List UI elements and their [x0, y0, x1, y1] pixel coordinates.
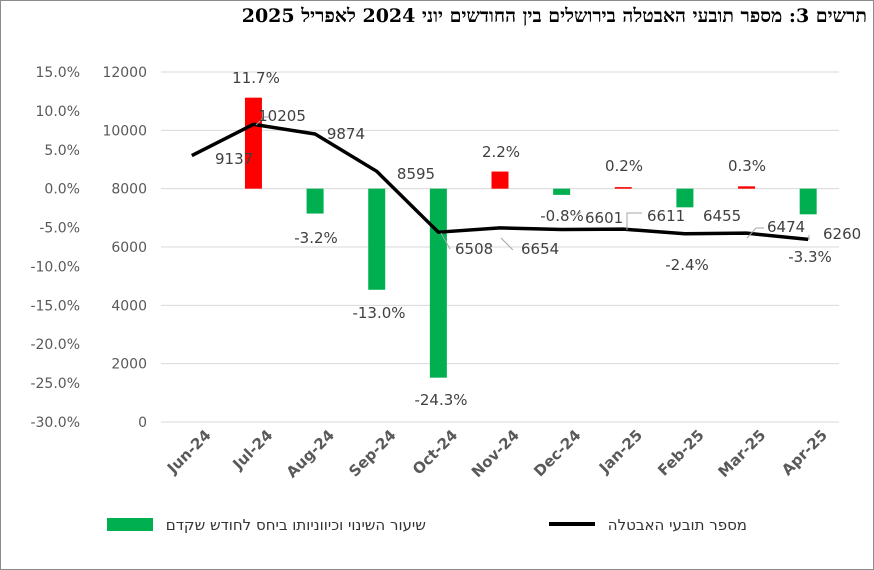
y-left-tick-label: 10.0% — [36, 104, 80, 120]
bar-change-Sep-24 — [368, 188, 386, 290]
bar-data-label: -24.3% — [414, 391, 467, 409]
bar-data-label: 11.7% — [232, 69, 280, 87]
legend-bars: שיעור השינוי וכיווניותו ביחס לחודש שקדם — [107, 516, 426, 534]
line-data-label: 6601 — [585, 209, 623, 227]
y-count-tick-label: 12000 — [102, 65, 147, 81]
y-left-tick-label: 15.0% — [36, 65, 80, 81]
bar-change-Aug-24 — [306, 188, 324, 214]
leader-line — [500, 237, 514, 251]
x-tick-label: Oct-24 — [409, 426, 461, 478]
bar-change-Mar-25 — [738, 186, 756, 189]
y-count-tick-label: 0 — [138, 415, 147, 431]
chart-title: תרשים 3: מספר תובעי האבטלה בירושלים בין … — [241, 5, 867, 27]
line-data-label: 8595 — [397, 165, 435, 183]
bar-data-label: -2.4% — [665, 256, 709, 274]
bar-data-label: -3.2% — [294, 229, 338, 247]
legend-line-label: מספר תובעי האבטלה — [607, 516, 747, 534]
x-tick-label: Jan-25 — [595, 426, 646, 477]
line-claimants — [191, 122, 809, 242]
line-data-label: 6654 — [521, 240, 559, 258]
y-count-tick-label: 4000 — [111, 298, 147, 314]
leader-line — [574, 211, 582, 218]
y-left-tick-label: 0.0% — [44, 182, 80, 198]
x-tick-label: Nov-24 — [468, 426, 523, 481]
x-tick-label: Jun-24 — [163, 426, 215, 478]
leader-line — [746, 227, 764, 239]
line-data-label: 6611 — [647, 207, 685, 225]
line-data-label: 9137 — [215, 150, 253, 168]
x-tick-label: Jul-24 — [229, 426, 277, 474]
line-data-label: 6508 — [455, 240, 493, 258]
bar-data-label: 2.2% — [482, 143, 520, 161]
y-left-tick-label: 5.0% — [44, 143, 80, 159]
x-tick-label: Apr-25 — [778, 426, 831, 479]
line-data-label: 10205 — [258, 107, 306, 125]
y-left-tick-label: -15.0% — [30, 298, 80, 314]
y-count-tick-label: 6000 — [111, 240, 147, 256]
bar-change-Apr-25 — [799, 188, 817, 215]
x-tick-label: Sep-24 — [345, 426, 399, 480]
bar-change-Jul-24 — [244, 97, 262, 189]
y-count-tick-label: 8000 — [111, 182, 147, 198]
bar-data-label: -13.0% — [352, 304, 405, 322]
y-count-tick-label: 10000 — [102, 123, 147, 139]
x-tick-label: Feb-25 — [654, 426, 707, 479]
bar-data-label: 0.3% — [728, 157, 766, 175]
legend-bars-swatch — [107, 518, 153, 531]
bar-change-Feb-25 — [676, 188, 694, 208]
bar-change-Dec-24 — [553, 188, 571, 195]
y-count-tick-label: 2000 — [111, 357, 147, 373]
legend-line-swatch — [549, 522, 595, 526]
legend-bars-label: שיעור השינוי וכיווניותו ביחס לחודש שקדם — [165, 516, 426, 534]
legend-line: מספר תובעי האבטלה — [549, 516, 747, 534]
y-left-tick-label: -20.0% — [30, 337, 80, 353]
y-left-tick-label: -5.0% — [39, 221, 80, 237]
leader-line — [440, 232, 451, 250]
x-tick-label: Mar-25 — [715, 426, 770, 481]
line-data-label: 6474 — [767, 218, 805, 236]
bar-data-label: -0.8% — [540, 207, 584, 225]
bar-change-Jan-25 — [614, 187, 632, 189]
y-left-tick-label: -25.0% — [30, 376, 80, 392]
bar-data-label: -3.3% — [788, 248, 832, 266]
line-data-label: 6260 — [823, 225, 861, 243]
leader-line — [255, 116, 270, 126]
line-data-label: 6455 — [703, 207, 741, 225]
bar-data-label: 0.2% — [605, 157, 643, 175]
leader-line — [626, 212, 642, 230]
x-tick-label: Aug-24 — [283, 426, 338, 481]
bar-change-Oct-24 — [429, 188, 447, 378]
bar-change-Nov-24 — [491, 171, 509, 189]
line-data-label: 9874 — [327, 125, 365, 143]
y-left-tick-label: -10.0% — [30, 259, 80, 275]
y-left-tick-label: -30.0% — [30, 415, 80, 431]
x-tick-label: Dec-24 — [530, 426, 584, 480]
